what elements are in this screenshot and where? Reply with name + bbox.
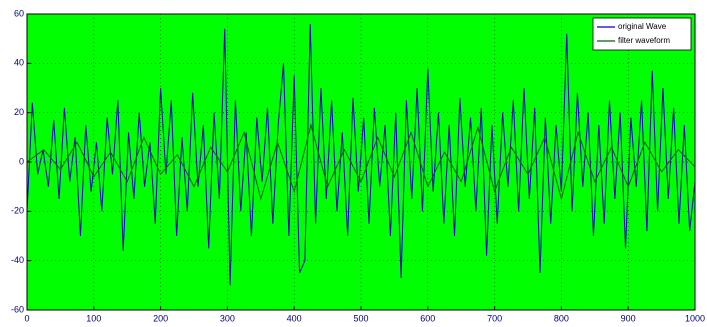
- legend-label: filter waveform: [618, 36, 670, 45]
- x-tick-label: 900: [621, 313, 636, 323]
- legend-label: original Wave: [618, 22, 667, 31]
- y-tick-label: 40: [14, 58, 24, 68]
- x-tick-label: 0: [24, 313, 29, 323]
- x-tick-label: 200: [153, 313, 168, 323]
- x-tick-label: 100: [86, 313, 101, 323]
- y-tick-label: 60: [14, 8, 24, 18]
- y-tick-label: -40: [11, 255, 24, 265]
- x-tick-label: 700: [487, 313, 502, 323]
- x-tick-label: 800: [554, 313, 569, 323]
- x-tick-label: 300: [220, 313, 235, 323]
- x-tick-label: 600: [420, 313, 435, 323]
- series-line: [26, 23, 696, 286]
- x-tick-label: 500: [353, 313, 368, 323]
- series-line: [26, 123, 696, 201]
- y-tick-label: -20: [11, 206, 24, 216]
- y-tick-label: 0: [19, 156, 24, 166]
- legend-box: [592, 17, 692, 51]
- x-tick-label: 400: [287, 313, 302, 323]
- y-tick-label: -60: [11, 304, 24, 314]
- plot-frame: [26, 13, 696, 311]
- x-tick-label: 1000: [685, 313, 705, 323]
- y-tick-label: 20: [14, 107, 24, 117]
